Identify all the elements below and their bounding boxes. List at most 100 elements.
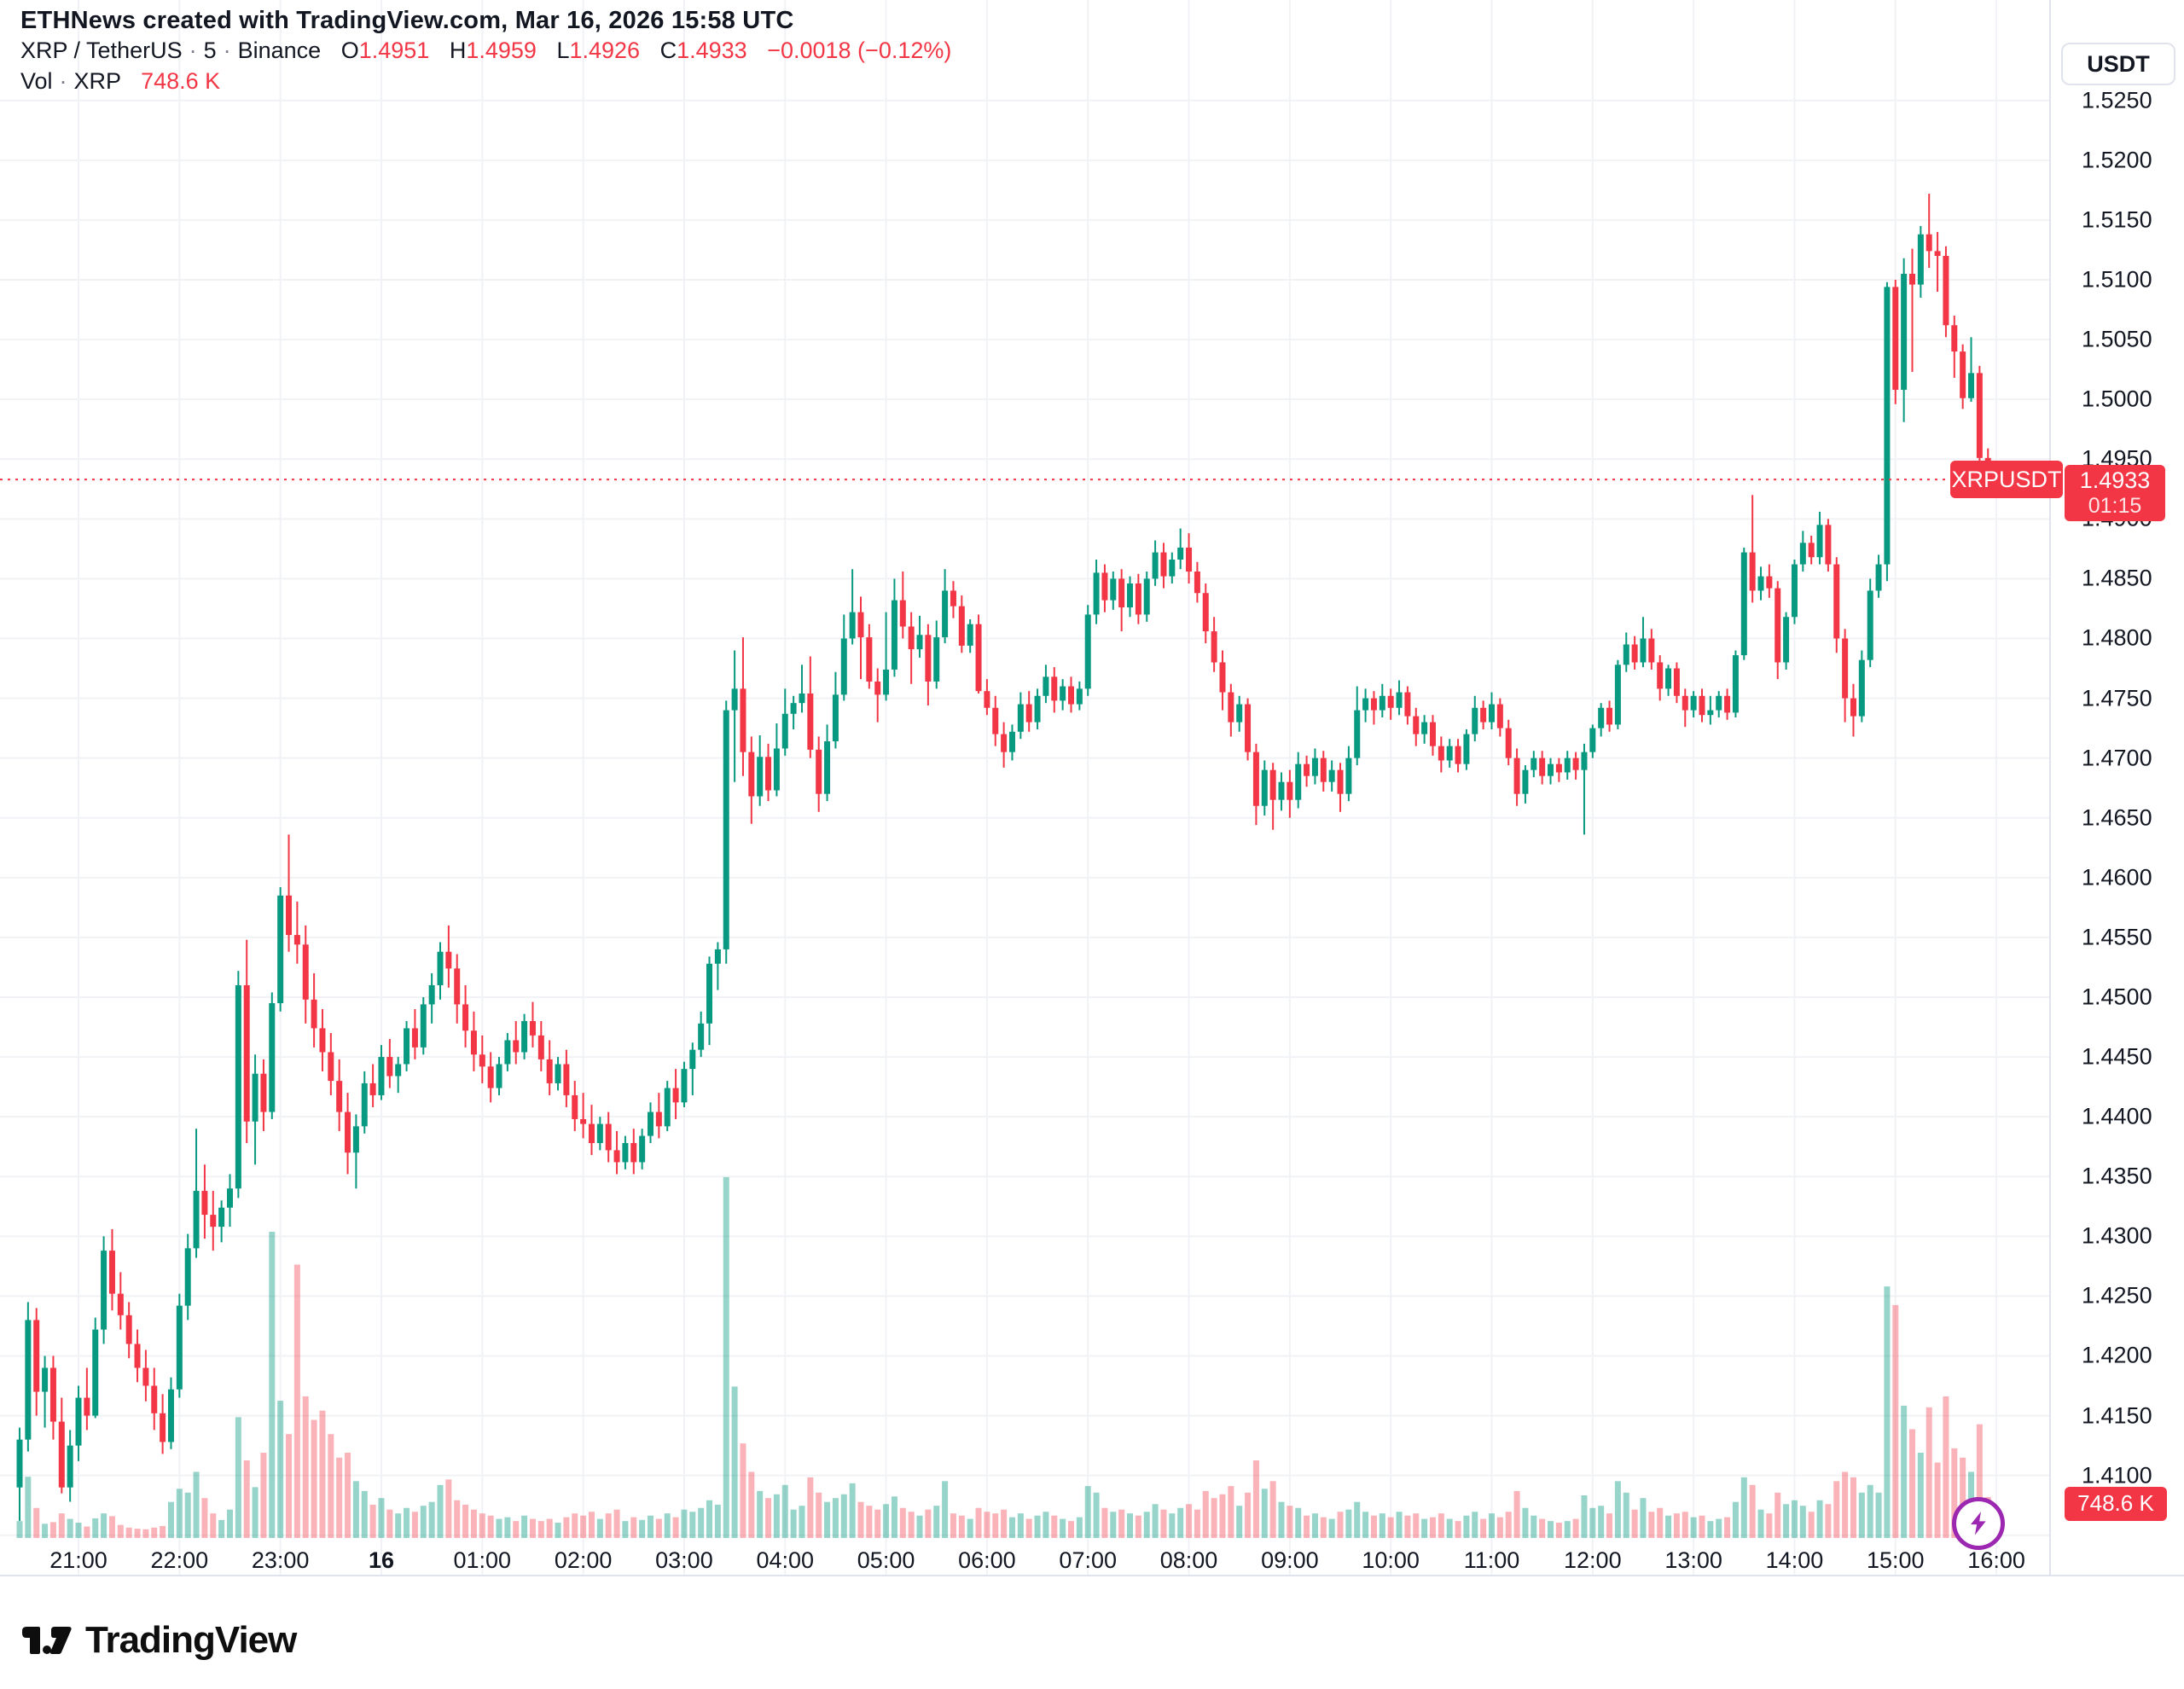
volume-bar [706, 1500, 713, 1538]
candle-body [1657, 662, 1664, 689]
candle-body [1328, 769, 1335, 782]
candle-body [1808, 543, 1815, 558]
candle-body [529, 1021, 536, 1036]
volume-bar [361, 1490, 368, 1538]
candle-body [639, 1135, 646, 1163]
candle-body [345, 1111, 351, 1153]
volume-bar [58, 1513, 65, 1538]
candle-body [1522, 769, 1529, 794]
price-tick-label: 1.5100 [2082, 266, 2152, 293]
candle-body [648, 1111, 653, 1136]
candle-body [470, 1030, 477, 1055]
price-tick-label: 1.5150 [2082, 206, 2152, 233]
candle-body [1093, 572, 1100, 615]
candle-body [1463, 734, 1470, 764]
candle-body [1169, 559, 1176, 577]
volume-bar [1076, 1517, 1083, 1538]
candle-body [1379, 695, 1385, 711]
candle-body [1791, 564, 1798, 618]
price-tick-label: 1.4650 [2082, 804, 2152, 831]
volume-bar [1261, 1489, 1268, 1538]
volume-bar [1354, 1501, 1361, 1538]
time-tick-label: 08:00 [1159, 1547, 1218, 1573]
candle-body [479, 1054, 485, 1067]
candle-body [1884, 287, 1891, 565]
chart-legend[interactable]: XRP / TetherUS · 5 · Binance O1.4951 H1.4959… [20, 38, 951, 64]
candle-wick [717, 942, 719, 990]
candle-body [84, 1397, 90, 1416]
volume-bar [723, 1176, 729, 1538]
time-axis[interactable] [0, 1575, 2184, 1619]
time-tick-label: 01:00 [453, 1547, 512, 1573]
volume-label: Vol [20, 68, 53, 94]
candle-body [613, 1150, 620, 1163]
volume-bar [1858, 1492, 1865, 1538]
flash-lightning-button[interactable] [1952, 1497, 2005, 1550]
candle-body [1127, 583, 1134, 608]
candle-body [1665, 668, 1672, 689]
tradingview-logo[interactable]: TradingView [20, 1619, 297, 1662]
volume-legend[interactable]: Vol · XRP 748.6 K [20, 68, 220, 95]
candle-body [816, 749, 822, 794]
candle-body [1236, 704, 1243, 723]
candle-body [1160, 552, 1167, 577]
tradingview-logo-icon [22, 1627, 72, 1654]
last-price-label[interactable]: 1.4933 01:15 [2065, 465, 2165, 522]
volume-bar [891, 1496, 897, 1538]
candle-body [369, 1082, 376, 1095]
candle-body [395, 1064, 402, 1077]
volume-bar [698, 1507, 705, 1538]
volume-bar [1657, 1507, 1664, 1538]
price-tick-label: 1.4600 [2082, 864, 2152, 891]
candle-body [740, 688, 746, 752]
candle-body [1648, 638, 1655, 663]
candle-body [1076, 688, 1083, 705]
legend-low: L1.4926 [556, 38, 641, 63]
volume-bar [790, 1509, 797, 1538]
volume-bar [740, 1443, 746, 1538]
volume-bar [958, 1515, 965, 1538]
candle-body [1311, 757, 1318, 776]
volume-bar [454, 1500, 461, 1538]
volume-bar [866, 1506, 873, 1538]
volume-bar [92, 1518, 99, 1538]
volume-bar [857, 1501, 864, 1538]
volume-bar [1025, 1518, 1032, 1538]
candle-body [445, 951, 452, 969]
legend-symbol[interactable]: XRP / TetherUS · 5 · Binance [20, 38, 322, 63]
volume-bar [235, 1417, 241, 1538]
legend-interval[interactable]: 5 [203, 38, 217, 63]
chart-canvas[interactable] [0, 0, 2049, 1575]
volume-bar [1455, 1521, 1461, 1538]
price-axis[interactable]: 1.5250 1.5200 1.5150 1.5100 1.5050 1.5000 1.49… [2049, 0, 2184, 1575]
candle-body [655, 1111, 662, 1127]
currency-toggle-button[interactable]: USDT [2061, 43, 2175, 85]
candle-wick [734, 650, 736, 782]
volume-bar [648, 1515, 653, 1538]
volume-bar [1623, 1492, 1629, 1538]
price-tick-label: 1.4500 [2082, 984, 2152, 1010]
candle-body [1202, 593, 1209, 632]
candle-body [1631, 644, 1638, 663]
candle-body [824, 741, 831, 794]
candle-wick [1751, 495, 1754, 603]
candle-body [428, 984, 435, 1005]
candle-body [1228, 692, 1234, 723]
lightning-icon [1971, 1512, 1986, 1535]
candle-body [92, 1329, 99, 1416]
volume-bar [840, 1494, 847, 1538]
volume-bar [1783, 1504, 1790, 1538]
volume-bar [1825, 1504, 1832, 1538]
volume-bar [1791, 1500, 1798, 1538]
price-tick-label: 1.4450 [2082, 1043, 2152, 1070]
candle-body [563, 1064, 570, 1095]
candle-body [681, 1069, 688, 1103]
volume-bar [1833, 1481, 1840, 1538]
volume-bar [1606, 1513, 1613, 1538]
volume-bar [1875, 1492, 1882, 1538]
candle-wick [860, 596, 862, 680]
candle-wick [800, 665, 803, 713]
candle-body [672, 1088, 679, 1103]
volume-bar [1496, 1517, 1503, 1538]
volume-bar [1304, 1515, 1310, 1538]
